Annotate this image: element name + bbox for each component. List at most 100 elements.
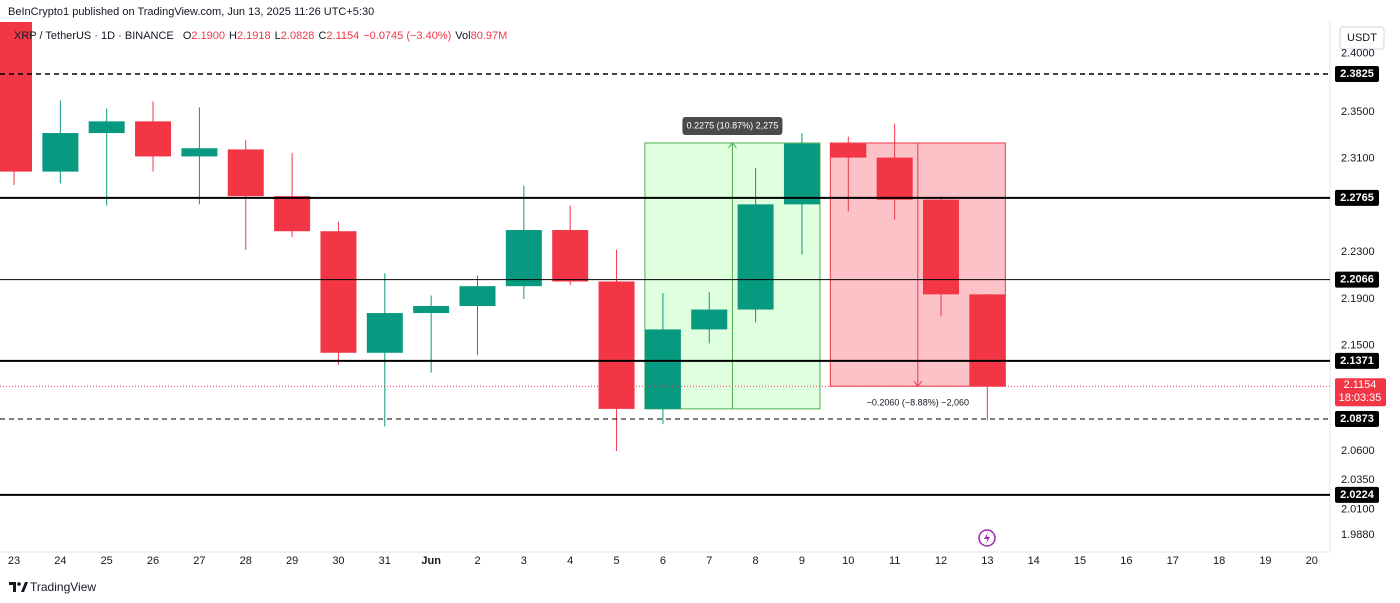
event-icon[interactable] [978,529,996,547]
attribution: BeInCrypto1 published on TradingView.com… [8,6,375,18]
candle-body [181,148,218,157]
candle-body [505,230,542,287]
candle-body [42,133,79,172]
currency: USDT [1347,32,1377,44]
ohlc-label: L [274,30,281,42]
candle-body [737,204,774,310]
last-price-bg [1335,378,1386,407]
x-tick-label: 13 [981,555,993,567]
ohlc-value: 2.1918 [237,30,271,42]
symbol[interactable]: XRP / TetherUS · 1D · BINANCE [14,30,174,42]
candle-body [876,157,913,200]
x-tick-label: 11 [889,555,900,567]
x-tick-label: 15 [1074,555,1086,567]
level-label: 2.0873 [1340,413,1374,425]
x-tick-label: 10 [842,555,854,567]
level-label-bg [1335,411,1379,428]
candle-body [135,121,172,157]
measure-arrowhead [728,142,737,149]
candle-body [969,294,1006,387]
x-tick-label: 19 [1259,555,1271,567]
candle-body [552,230,589,282]
candle-body [320,231,357,353]
x-tick-label: 9 [799,555,805,567]
level-label-bg [1335,486,1379,503]
ohlc-value: 2.1900 [191,30,226,42]
x-tick-label: 20 [1306,555,1318,567]
measure-arrowhead [913,380,923,388]
y-tick-label: 2.0600 [1341,445,1375,457]
x-tick-label: 3 [521,555,527,567]
volume-value: 80.97M [470,30,508,42]
x-tick-label: Jun [421,555,441,567]
candle-body [413,306,450,314]
x-tick-label: 7 [706,555,712,567]
plot-area [0,22,1006,451]
level-label-bg [1335,271,1379,288]
y-tick-label: 2.4000 [1341,47,1375,59]
y-tick-label: 2.2300 [1341,246,1375,258]
countdown: 18:03:35 [1339,392,1382,404]
x-tick-label: 26 [147,555,159,567]
candle-body [227,149,264,197]
x-tick-label: 16 [1120,555,1132,567]
candle-body [274,196,311,232]
brand: TradingView [30,580,96,594]
x-tick-label: 18 [1213,555,1225,567]
x-tick-label: 29 [286,555,298,567]
candle-body [923,199,959,295]
x-tick-label: 14 [1028,555,1040,567]
x-tick-label: 5 [613,555,619,567]
ohlc-value: 2.0828 [280,30,315,42]
y-tick-label: 2.3500 [1341,106,1375,118]
candle-body [691,309,728,330]
x-tick-label: 27 [193,555,205,567]
level-label: 2.1371 [1340,355,1374,367]
ohlc-label: O [182,30,192,42]
y-tick-label: 1.9880 [1341,529,1375,541]
x-tick-label: 12 [935,555,947,567]
x-tick-label: 4 [567,555,573,567]
measure-label-bg [682,116,783,135]
candle-body [88,121,125,134]
candle-body [783,143,820,205]
level-label-bg [1335,189,1379,206]
candle-body [0,22,32,172]
ohlc-value: 2.1154 [326,30,360,42]
currency-box[interactable] [1339,26,1385,50]
brand-logo [9,582,28,592]
level-label: 2.3825 [1340,68,1374,80]
volume-label: Vol [455,30,471,42]
last-price-label: 2.1154 [1344,379,1377,391]
candle-body [459,286,496,307]
level-label-bg [1335,352,1379,369]
y-tick-label: 2.1900 [1341,293,1375,305]
x-tick-label: 28 [240,555,252,567]
change: −0.0745 (−3.40%) [363,30,452,42]
ohlc-label: H [229,30,237,42]
y-tick-label: 2.1500 [1341,340,1375,352]
candle-body [830,143,867,158]
ohlc-label: C [318,30,327,42]
level-label: 2.2765 [1340,192,1374,204]
symbol-legend: XRP / TetherUS · 1D · BINANCE O2.1900 H2.… [14,30,507,42]
x-tick-label: 23 [8,555,20,567]
x-tick-label: 30 [332,555,344,567]
x-tick-label: 17 [1167,555,1179,567]
measure-label: 0.2275 (10.87%) 2,275 [687,120,779,130]
x-tick-label: 6 [660,555,666,567]
candle-body [644,329,681,409]
x-tick-label: 25 [101,555,113,567]
x-tick-label: 8 [753,555,759,567]
y-tick-label: 2.0350 [1341,474,1375,486]
x-tick-label: 24 [54,555,66,567]
x-tick-label: 31 [379,555,391,567]
y-tick-label: 2.3100 [1341,153,1375,165]
candle-body [598,281,635,409]
y-tick-label: 2.0100 [1341,503,1375,515]
x-tick-label: 2 [474,555,480,567]
level-label: 2.0224 [1340,489,1375,501]
candle-body [366,313,403,353]
